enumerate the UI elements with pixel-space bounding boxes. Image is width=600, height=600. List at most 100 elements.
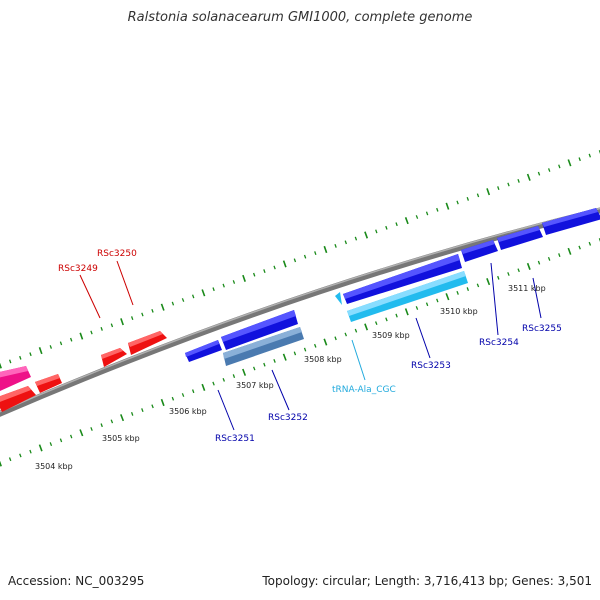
lower-scale-tick xyxy=(445,293,450,301)
upper-scale-tick xyxy=(395,222,398,227)
upper-scale-tick xyxy=(90,330,93,335)
gene-rsc3253[interactable] xyxy=(347,271,468,322)
lower-scale-tick xyxy=(0,460,2,467)
lower-scale-tick xyxy=(49,442,53,447)
lower-scale-tick xyxy=(476,283,480,288)
scale-label-3507: 3507 kbp xyxy=(236,381,274,390)
upper-scale-tick xyxy=(282,260,287,268)
lower-scale-tick xyxy=(303,347,307,352)
gene-blue-3507[interactable] xyxy=(221,310,298,350)
lower-scale-tick xyxy=(344,332,348,337)
lower-scale-tick xyxy=(8,457,12,462)
scale-label-3509: 3509 kbp xyxy=(372,331,410,340)
lower-scale-tick xyxy=(547,256,551,261)
label-rsc3252: RSc3252 xyxy=(268,413,308,423)
lower-scale-tick xyxy=(252,366,256,371)
upper-scale-tick xyxy=(588,153,592,158)
lower-scale-tick xyxy=(517,268,520,273)
upper-scale-tick xyxy=(181,298,185,302)
leader-rsc3253 xyxy=(415,317,431,359)
lower-scale-tick xyxy=(578,245,581,250)
upper-scale-tick xyxy=(415,215,419,219)
leader-rsc3254 xyxy=(490,262,499,336)
leader-rsc3251 xyxy=(217,389,235,431)
gene-rsc3252[interactable] xyxy=(223,327,304,366)
upper-scale-tick xyxy=(497,186,500,191)
lower-scale-tick xyxy=(79,429,84,437)
label-rsc3253: RSc3253 xyxy=(411,361,451,371)
gene-pink-left[interactable] xyxy=(0,366,31,391)
upper-scale-tick xyxy=(273,265,276,270)
scale-label-3504: 3504 kbp xyxy=(35,462,73,471)
scale-label-3511: 3511 kbp xyxy=(508,284,546,293)
gene-rsc3255[interactable] xyxy=(497,226,543,250)
lower-scale-tick xyxy=(507,272,510,276)
lower-scale-tick xyxy=(526,262,531,270)
lower-scale-tick xyxy=(232,374,236,379)
upper-scale-tick xyxy=(334,243,337,248)
upper-scale-tick xyxy=(191,294,195,299)
upper-scale-tick xyxy=(293,258,297,263)
lower-scale-tick xyxy=(120,414,125,422)
lower-scale-tick xyxy=(38,444,43,452)
lower-scale-tick xyxy=(201,383,206,391)
upper-scale-tick xyxy=(567,159,572,167)
upper-scale-tick xyxy=(323,245,328,254)
lower-scale-tick xyxy=(456,290,459,295)
lower-scale-tick xyxy=(19,453,22,458)
upper-scale-tick xyxy=(385,225,388,230)
upper-scale-tick xyxy=(120,318,124,326)
lower-scale-tick xyxy=(334,336,337,341)
upper-scale-tick xyxy=(526,173,531,181)
label-trna: tRNA-Ala_CGC xyxy=(332,385,396,395)
upper-scale-tick xyxy=(8,359,12,364)
scale-label-3505: 3505 kbp xyxy=(102,434,140,443)
genome-backbone xyxy=(0,207,600,417)
genome-summary: Topology: circular; Length: 3,716,413 bp… xyxy=(262,574,592,588)
upper-scale-tick xyxy=(263,269,266,274)
upper-scale-tick xyxy=(578,157,581,162)
upper-scale-tick xyxy=(212,287,215,292)
upper-scale-tick xyxy=(252,272,256,277)
gene-rsc3249[interactable] xyxy=(101,348,127,367)
upper-scale-tick xyxy=(517,178,520,183)
label-rsc3255: RSc3255 xyxy=(522,324,562,334)
upper-scale-tick xyxy=(375,229,378,234)
lower-scale-tick xyxy=(486,278,491,286)
lower-scale-tick xyxy=(130,411,134,416)
gene-red-left-lower[interactable] xyxy=(0,386,36,412)
upper-scale-tick xyxy=(222,283,225,288)
upper-scale-tick xyxy=(456,200,459,205)
upper-scale-tick xyxy=(141,312,144,317)
gene-trna-ala[interactable] xyxy=(335,292,342,305)
lower-scale-tick xyxy=(90,427,93,431)
leader-trna xyxy=(351,339,366,381)
lower-scale-tick xyxy=(222,377,226,382)
lower-scale-tick xyxy=(191,389,195,394)
upper-scale-tick xyxy=(100,326,103,331)
lower-scale-tick xyxy=(313,343,317,348)
upper-scale-tick xyxy=(364,231,369,239)
lower-scale-tick xyxy=(354,328,358,333)
gene-rsc3250[interactable] xyxy=(128,331,167,355)
gene-blue-3509[interactable] xyxy=(343,254,462,304)
lower-scale-tick xyxy=(436,298,439,303)
upper-scale-tick xyxy=(49,345,53,349)
lower-scale-tick xyxy=(537,260,541,265)
lower-scale-tick xyxy=(425,302,429,307)
upper-scale-tick xyxy=(507,182,510,187)
gene-rsc3254[interactable] xyxy=(461,240,498,262)
gene-red-left-upper[interactable] xyxy=(35,374,62,393)
upper-scale-tick xyxy=(314,251,317,256)
gene-blue-right[interactable] xyxy=(542,208,600,235)
lower-scale-tick xyxy=(29,449,32,454)
upper-scale-tick xyxy=(445,202,450,210)
gene-rsc3251[interactable] xyxy=(185,340,222,362)
genome-backbone-highlight xyxy=(0,207,600,413)
lower-scale-tick xyxy=(404,308,409,316)
lower-tick-row xyxy=(0,238,600,467)
upper-scale-tick xyxy=(303,254,307,259)
leader-rsc3250 xyxy=(116,260,134,306)
lower-scale-tick xyxy=(466,287,470,292)
